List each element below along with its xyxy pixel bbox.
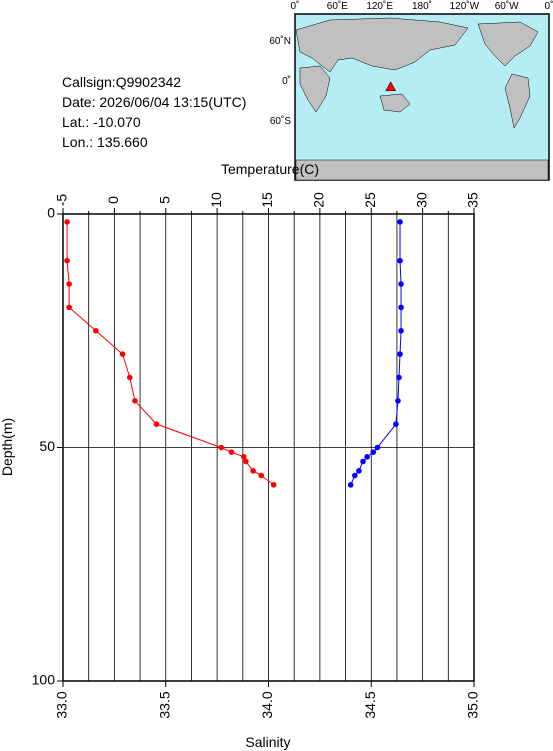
y-tick-label: 100 [32, 672, 56, 688]
profile-point [360, 458, 366, 465]
x2-tick-label: 10 [208, 192, 224, 208]
profile-point [243, 458, 249, 465]
info-line: Date: 2026/06/04 13:15(UTC) [62, 94, 246, 110]
profile-point [397, 219, 403, 225]
map-lat-label: 0˚ [282, 75, 291, 87]
x2-tick-label: 35 [465, 192, 481, 208]
profile-point [93, 327, 99, 334]
profile-point [64, 257, 70, 264]
x2-tick-label: 20 [311, 192, 327, 208]
x2-tick-label: -5 [54, 194, 70, 207]
profile-point [132, 398, 138, 404]
float-marker [385, 81, 397, 91]
profile-point [398, 281, 404, 287]
map-lon-label: 0˚ [545, 0, 553, 12]
map-lon-label: 120˚E [366, 0, 393, 12]
profile-point [228, 449, 235, 455]
profile-point [258, 472, 265, 479]
x2-axis-title: Temperature(C) [221, 161, 319, 177]
x-tick-label: 33.5 [156, 691, 172, 718]
profile-point [393, 421, 399, 427]
x-tick-label: 35.0 [465, 691, 481, 718]
map-lon-label: 60˚W [495, 0, 519, 12]
x-tick-label: 34.5 [362, 691, 378, 718]
map-lon-label: 120˚W [450, 0, 480, 12]
profile-point [119, 351, 126, 357]
x2-tick-label: 0 [105, 196, 121, 204]
profile-point [352, 472, 358, 479]
profile-point [397, 351, 403, 357]
map-lat-label: 60˚S [270, 115, 291, 127]
profile-point [66, 281, 72, 287]
profile-point [398, 327, 404, 334]
profile-point [250, 468, 256, 474]
profile-point [370, 449, 377, 455]
profile-point [396, 374, 402, 381]
map-lon-label: 180˚ [412, 0, 432, 12]
profile-point [218, 444, 225, 451]
profile-point [347, 482, 354, 488]
x-tick-label: 33.0 [54, 691, 70, 718]
profile-point [356, 468, 362, 474]
profile-point [153, 421, 160, 427]
profile-point [241, 454, 247, 460]
profile-point [270, 482, 277, 488]
profile-point [126, 374, 133, 381]
profile-point [374, 444, 381, 451]
y-tick-label: 50 [39, 438, 55, 454]
profile-line [66, 221, 274, 486]
x2-tick-label: 15 [259, 192, 275, 208]
info-line: Callsign:Q9902342 [62, 74, 181, 90]
map-lat-label: 60˚N [269, 35, 291, 47]
profile-point [66, 304, 72, 311]
profile-point [397, 257, 403, 264]
x-axis-title: Salinity [245, 734, 290, 750]
x2-tick-label: 5 [156, 196, 172, 204]
info-line: Lon.: 135.660 [62, 134, 148, 150]
x-tick-label: 34.0 [259, 691, 275, 718]
y-axis-title: Depth(m) [0, 418, 15, 476]
map-lon-label: 60˚E [327, 0, 348, 12]
profile-point [395, 398, 401, 404]
x2-tick-label: 30 [413, 192, 429, 208]
x2-tick-label: 25 [362, 192, 378, 208]
profile-point [64, 219, 70, 225]
map-lon-label: 0˚ [291, 0, 300, 12]
profile-point [364, 454, 370, 460]
profile-line [350, 221, 402, 486]
y-tick-label: 0 [47, 205, 55, 221]
land [295, 17, 549, 181]
profile-point [398, 304, 404, 311]
info-line: Lat.: -10.070 [62, 114, 141, 130]
map [294, 13, 550, 181]
